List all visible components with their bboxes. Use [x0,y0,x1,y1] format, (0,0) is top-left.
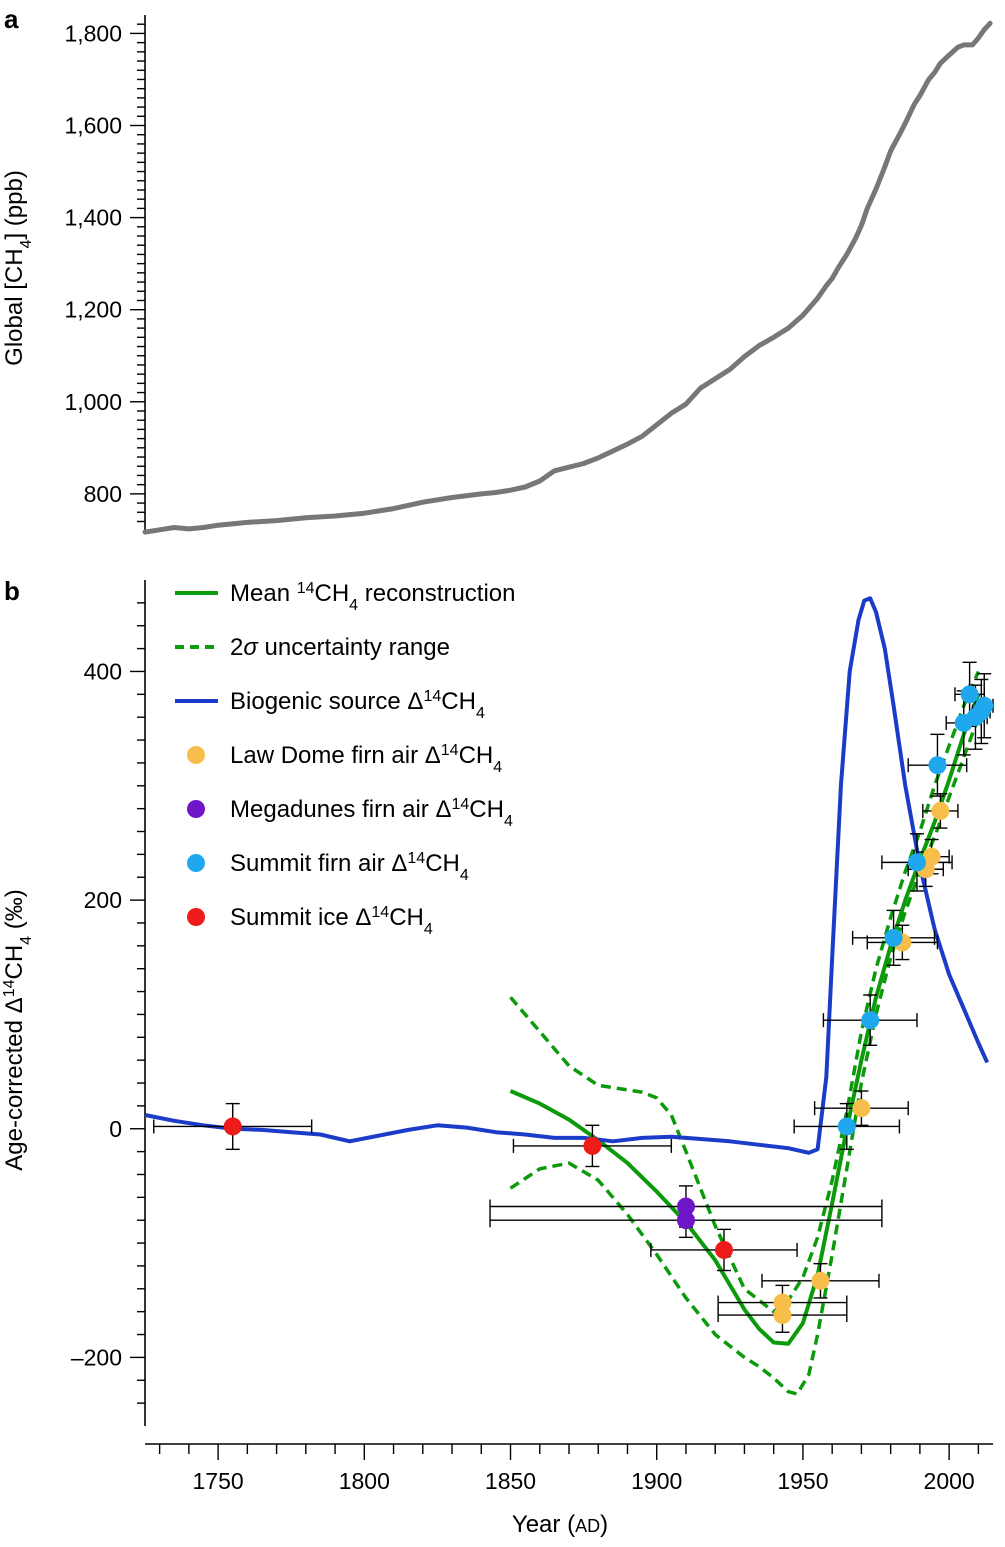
legend-summit-firn-swatch [187,854,205,872]
x-tick-label: 1900 [631,1468,682,1494]
legend-summit-firn-label: Summit firn air Δ14CH4 [230,850,469,884]
y-axis-label-b-sub: 4 [18,936,35,945]
y-axis-label-b-sup: 14 [1,979,18,997]
legend-law-dome-label: Law Dome firn air Δ14CH4 [230,742,502,776]
x-tick-label: 1850 [485,1468,536,1494]
y-axis-label-a-tail: ] (ppb) [1,170,28,239]
data-point-law-dome [811,1271,830,1290]
data-point-summit-firn [907,853,926,872]
data-point-summit-firn [975,696,994,715]
data-point-law-dome [773,1306,792,1325]
x-tick-label: 2000 [924,1468,975,1494]
legend-mean-reconstruction-pre: Mean [230,580,297,607]
legend-2sigma-range-italic: σ [243,634,259,661]
x-axis-label-unit: AD [575,1516,600,1536]
legend-biogenic-source-sub: 4 [476,705,485,722]
legend-summit-ice-sub: 4 [424,921,433,938]
legend-summit-firn-pre: Summit firn air Δ [230,850,407,877]
legend-mean-reconstruction-mid: CH [315,580,350,607]
y-axis-label-a: Global [CH4] (ppb) [1,170,35,366]
legend-biogenic-source-mid: CH [441,688,476,715]
series-line-biogenic-source [144,596,990,1155]
y-tick-label-b: 400 [84,658,122,684]
legend-summit-ice-sup: 14 [371,904,389,921]
legend-summit-firn-mid: CH [425,850,460,877]
legend-mean-reconstruction-label: Mean 14CH4 reconstruction [230,580,515,614]
y-tick-label-b: 0 [109,1116,122,1142]
y-tick-label-a: 1,600 [64,113,122,139]
data-point-law-dome [922,847,941,866]
legend-summit-firn-sub: 4 [460,867,469,884]
legend-megadunes-pre: Megadunes firn air Δ [230,796,451,823]
legend-mean-reconstruction-post: reconstruction [358,580,515,607]
data-point-law-dome [931,801,950,820]
x-tick-label: 1950 [777,1468,828,1494]
data-point-summit-ice [714,1240,733,1259]
legend-biogenic-source-label: Biogenic source Δ14CH4 [230,688,485,722]
legend-summit-firn-sup: 14 [407,850,425,867]
legend-mean-reconstruction-sub: 4 [349,597,358,614]
data-point-summit-firn [837,1117,856,1136]
data-point-summit-ice [223,1117,242,1136]
x-axis-label: Year (AD) [512,1511,608,1538]
legend-biogenic-source-pre: Biogenic source Δ [230,688,423,715]
legend-summit-ice-pre: Summit ice Δ [230,904,371,931]
y-axis-label-b-tail: (‰) [1,889,28,936]
data-point-law-dome [852,1099,871,1118]
panel-a: a 800 1,000 1,200 1,400 1,600 1,800 Global [CH4… [1,4,993,535]
data-point-summit-firn [884,928,903,947]
legend-law-dome-swatch [187,746,205,764]
y-axis-label-b-mid: CH [1,945,28,980]
series-line-global-ch4 [142,20,993,535]
legend-law-dome-pre: Law Dome firn air Δ [230,742,441,769]
x-tick-label: 1800 [339,1468,390,1494]
data-point-summit-ice [583,1136,602,1155]
legend-megadunes-label: Megadunes firn air Δ14CH4 [230,796,513,830]
y-tick-label-b: –200 [71,1344,122,1370]
y-tick-label-a: 1,400 [64,205,122,231]
data-point-megadunes [676,1197,695,1216]
legend-summit-ice-label: Summit ice Δ14CH4 [230,904,433,938]
data-point-summit-firn [960,685,979,704]
legend-2sigma-range-post: uncertainty range [258,634,450,661]
series-line-2sigma-lower [509,716,981,1396]
legend-law-dome-mid: CH [459,742,494,769]
y-tick-label-b: 200 [84,887,122,913]
data-point-summit-firn [928,756,947,775]
legend-megadunes-swatch [187,800,205,818]
x-axis-label-text: Year ( [512,1511,575,1538]
data-point-megadunes [676,1211,695,1230]
legend-megadunes-mid: CH [469,796,504,823]
legend-law-dome-sup: 14 [441,742,459,759]
legend-summit-ice-mid: CH [389,904,424,931]
y-tick-label-a: 1,800 [64,20,122,46]
x-axis-label-tail: ) [600,1511,608,1538]
y-tick-label-a: 1,000 [64,389,122,415]
legend-2sigma-range-pre: 2 [230,634,243,661]
y-tick-label-a: 800 [84,481,122,507]
y-tick-label-a: 1,200 [64,297,122,323]
legend-summit-ice-swatch [187,908,205,926]
x-tick-label: 1750 [193,1468,244,1494]
legend-law-dome-sub: 4 [493,759,502,776]
y-axis-label-a-text: Global [CH [1,248,28,365]
data-point-law-dome [773,1293,792,1312]
y-axis-label-b-text: Age-corrected Δ [1,997,28,1170]
legend-2sigma-range-label: 2σ uncertainty range [230,634,450,661]
panel-letter-b: b [4,576,20,606]
legend-biogenic-source-sup: 14 [423,688,441,705]
y-axis-label-a-sub: 4 [18,239,35,248]
legend-mean-reconstruction-sup: 14 [297,580,315,597]
legend-megadunes-sup: 14 [451,796,469,813]
panel-letter-a: a [4,4,19,34]
y-axis-label-b: Age-corrected Δ14CH4 (‰) [1,889,35,1170]
legend-megadunes-sub: 4 [504,813,513,830]
data-point-summit-firn [861,1011,880,1030]
